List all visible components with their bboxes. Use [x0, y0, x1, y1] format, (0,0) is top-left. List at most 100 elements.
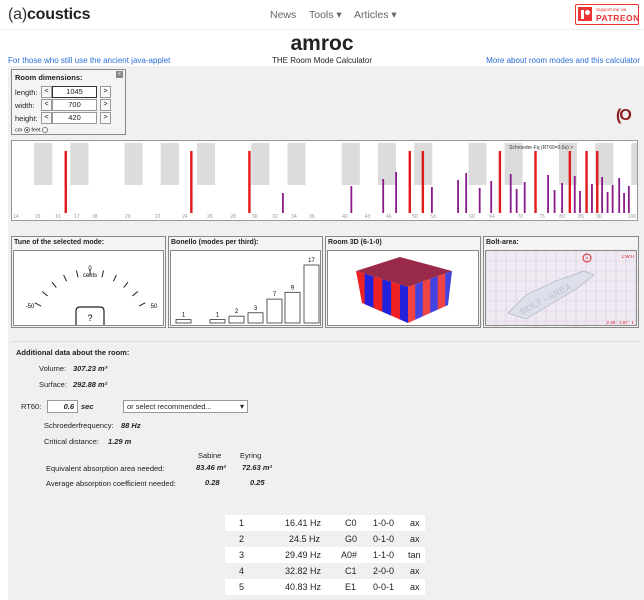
mode-line[interactable]: [611, 185, 614, 213]
mode-line[interactable]: [490, 181, 493, 213]
close-icon[interactable]: x: [116, 71, 123, 78]
mode-line[interactable]: [573, 176, 576, 213]
axial-mode-line[interactable]: [498, 151, 502, 213]
mode-number: 5: [239, 582, 245, 592]
eyring-header: Eyring: [240, 451, 262, 460]
mode-line[interactable]: [457, 180, 459, 213]
axial-mode-line[interactable]: [596, 151, 599, 213]
patreon-icon: [578, 7, 592, 21]
logo-mark: (a): [8, 6, 27, 23]
width-input[interactable]: 700: [52, 99, 97, 111]
axial-mode-line[interactable]: [534, 151, 537, 213]
axial-mode-line[interactable]: [64, 151, 67, 213]
axial-mode-line[interactable]: [585, 151, 588, 213]
bonello-panel: Bonello (modes per third): 1 1 2 3 7 9 17: [168, 236, 323, 328]
nav-tools-dropdown[interactable]: Tools ▾: [309, 9, 342, 21]
gauge-tick: [63, 274, 68, 282]
mode-line[interactable]: [561, 183, 563, 213]
room-dimensions-heading: Room dimensions:: [15, 73, 83, 82]
mode-line[interactable]: [395, 172, 398, 213]
more-info-link[interactable]: More about room modes and this calculato…: [486, 56, 640, 65]
mode-line[interactable]: [478, 188, 481, 213]
length-label: length:: [15, 88, 38, 97]
mode-line[interactable]: [579, 191, 581, 213]
room3d-top-face: [356, 257, 452, 287]
mode-line[interactable]: [523, 182, 526, 213]
spectrum-key-band: [377, 143, 397, 185]
mode-line[interactable]: [606, 192, 609, 213]
mode-line[interactable]: [465, 173, 468, 213]
spectrum-tick-label: 46: [386, 214, 392, 220]
mode-line[interactable]: [627, 186, 630, 213]
absorption-coeff-sabine: 0.28: [205, 478, 220, 487]
mode-spectrum-chart[interactable]: 14 15 16 17 18 20 22 24 26 28 30 32 34 36 40 43 46 50 53 60…: [11, 140, 644, 221]
mode-line[interactable]: [623, 193, 625, 213]
length-decrease-button[interactable]: <: [41, 86, 52, 98]
bonello-value: 9: [291, 285, 295, 291]
bolt-chart[interactable]: BOLT - AREA × L:W:H 2.49 : 1.67 : 1: [485, 250, 637, 326]
mode-line[interactable]: [431, 187, 433, 213]
axial-mode-line[interactable]: [190, 151, 193, 213]
table-row[interactable]: 1 16.41 Hz C0 1-0-0 ax: [225, 515, 425, 531]
room3d-view[interactable]: [327, 250, 479, 326]
length-input[interactable]: 1045: [52, 86, 97, 98]
mode-type: ax: [410, 518, 420, 528]
axial-mode-line[interactable]: [248, 151, 251, 213]
mode-line[interactable]: [618, 178, 621, 213]
site-logo[interactable]: (a)coustics: [8, 6, 90, 24]
mode-number: 3: [239, 550, 245, 560]
mode-line[interactable]: [553, 190, 556, 213]
height-increase-button[interactable]: >: [100, 112, 111, 124]
length-increase-button[interactable]: >: [100, 86, 111, 98]
width-decrease-button[interactable]: <: [41, 99, 52, 111]
mode-note: A0#: [341, 550, 358, 560]
mode-line[interactable]: [382, 179, 385, 213]
unit-cm-radio[interactable]: [23, 127, 30, 133]
unit-feet-label: feet: [31, 127, 41, 134]
spectrum-key-band: [468, 143, 487, 185]
axial-mode-line[interactable]: [408, 151, 411, 213]
svg-text:×: ×: [586, 256, 589, 262]
mode-frequency: 32.82 Hz: [285, 566, 322, 576]
width-increase-button[interactable]: >: [100, 99, 111, 111]
room3d-panel: Room 3D (6-1-0): [325, 236, 481, 328]
spectrum-key-band: [631, 143, 644, 185]
bonello-bar: [303, 264, 320, 324]
mode-line[interactable]: [350, 186, 353, 213]
tune-min-label: -50: [26, 304, 35, 310]
mode-line[interactable]: [282, 193, 284, 213]
critical-distance-label: Critical distance:: [44, 437, 100, 446]
mode-note: C0: [345, 518, 357, 528]
patreon-label: PATREON: [596, 13, 640, 23]
room3d-svg: [356, 257, 452, 323]
table-row[interactable]: 3 29.49 Hz A0# 1-1-0 tan: [225, 547, 425, 563]
rt60-input[interactable]: 0.6: [47, 400, 78, 413]
table-row[interactable]: 5 40.83 Hz E1 0-0-1 ax: [225, 579, 425, 595]
tune-panel-title: Tune of the selected mode:: [14, 239, 105, 246]
java-applet-link[interactable]: For those who still use the ancient java…: [8, 56, 171, 65]
table-row[interactable]: 4 32.82 Hz C1 2-0-0 ax: [225, 563, 425, 579]
volume-value: 307.23 m³: [73, 364, 108, 373]
logo-text: coustics: [26, 6, 91, 23]
height-decrease-button[interactable]: <: [41, 112, 52, 124]
mode-line[interactable]: [547, 175, 549, 213]
nav-articles-dropdown[interactable]: Articles ▾: [354, 9, 397, 21]
nav-news[interactable]: News: [270, 9, 297, 21]
mode-line[interactable]: [515, 189, 518, 213]
spectrum-tick-label: 36: [309, 214, 315, 220]
height-input[interactable]: 420: [52, 112, 97, 124]
axial-mode-line[interactable]: [421, 151, 425, 213]
mode-line[interactable]: [509, 174, 512, 213]
page-subtitle: THE Room Mode Calculator: [271, 56, 373, 65]
mode-number: 2: [239, 534, 245, 544]
mode-line[interactable]: [601, 177, 604, 213]
spectrum-tick-label: 26: [207, 214, 213, 220]
axial-mode-line[interactable]: [568, 151, 572, 213]
table-row[interactable]: 2 24.5 Hz G0 0-1-0 ax: [225, 531, 425, 547]
rt60-recommended-select[interactable]: or select recommended...: [123, 400, 248, 413]
patreon-button[interactable]: Support me via PATREON: [575, 4, 639, 25]
unit-feet-radio[interactable]: [42, 127, 49, 133]
gauge-tick: [123, 281, 129, 288]
mode-number: 1: [239, 518, 245, 528]
mode-line[interactable]: [591, 184, 593, 213]
